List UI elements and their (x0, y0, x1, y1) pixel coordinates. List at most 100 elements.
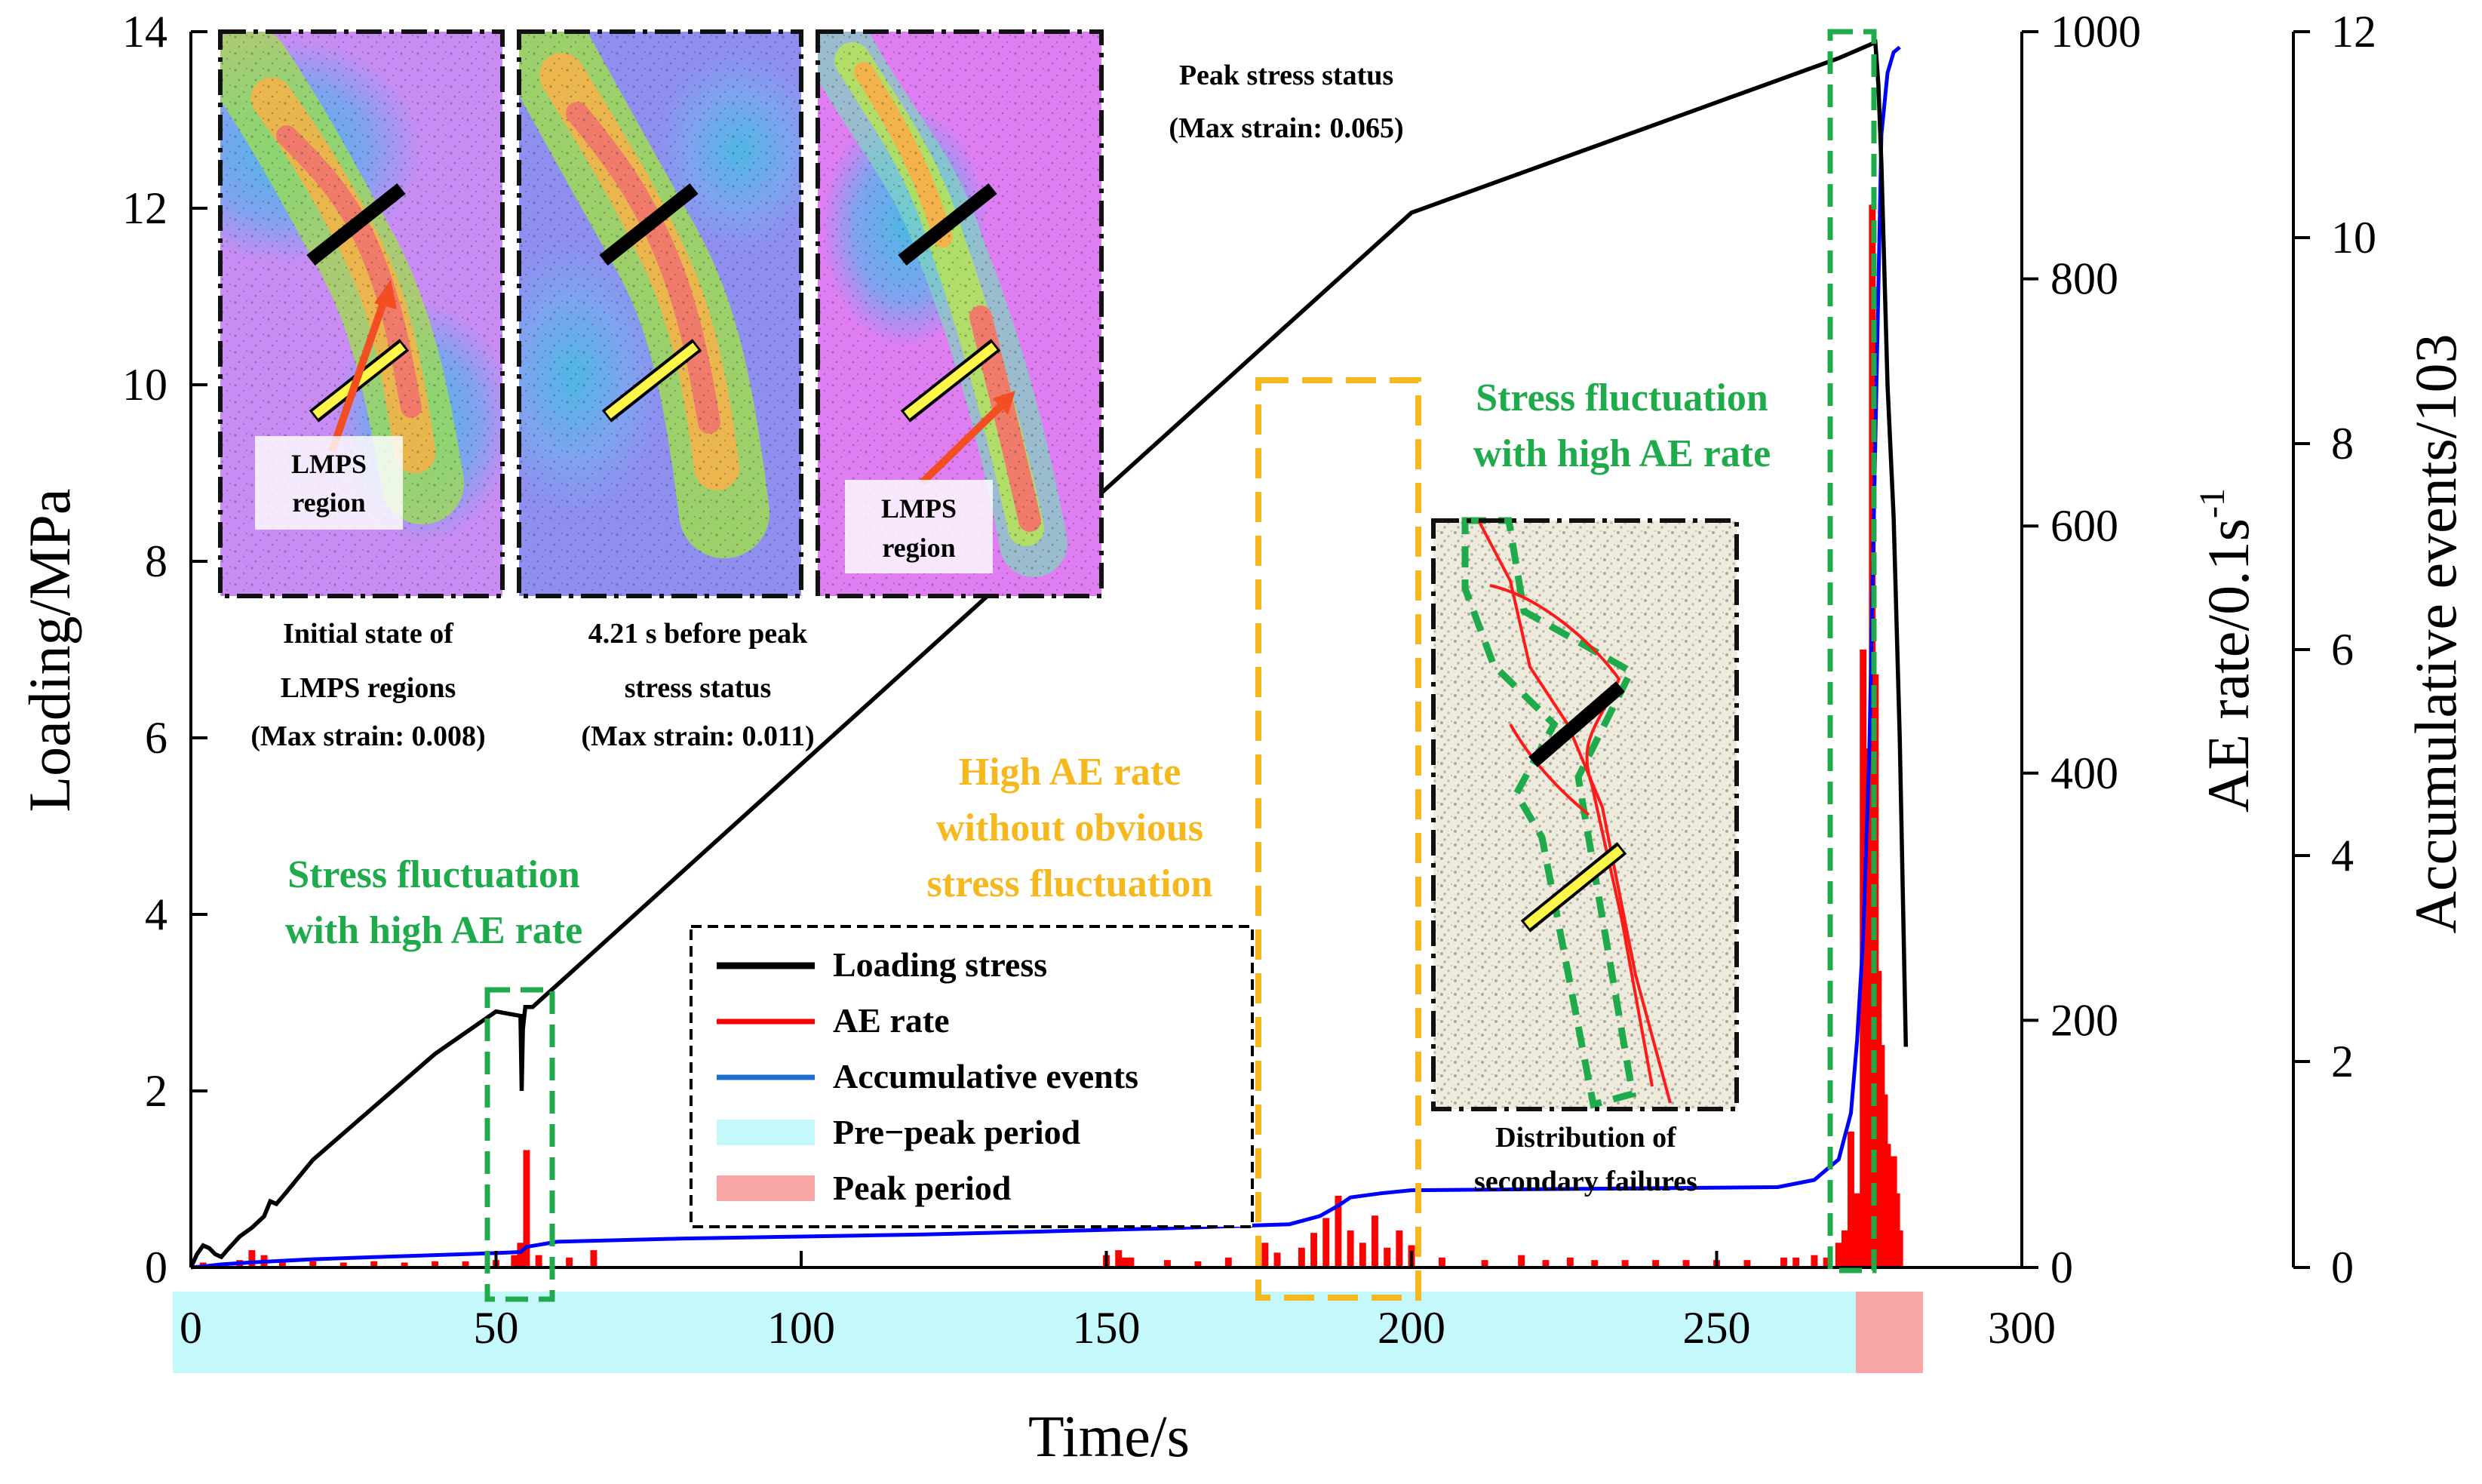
annotation-middle-line3: stress fluctuation (927, 862, 1213, 905)
ae-bar (517, 1243, 524, 1267)
y-right2-tick-label: 0 (2331, 1243, 2354, 1292)
ae-bar (1194, 1261, 1202, 1267)
axis-tick-labels: 0 50 100 150 200 250 3000246810121402004006008… (122, 7, 2376, 1353)
highlight-box-left (484, 987, 555, 1302)
legend-swatch-peak (717, 1175, 815, 1201)
y-left-axis-title: Loading/MPa (17, 489, 82, 813)
y-right2-tick-label: 12 (2331, 7, 2376, 57)
annotation-left-line2: with high AE rate (285, 909, 582, 952)
ae-bar (248, 1250, 256, 1267)
ae-bar (1121, 1257, 1129, 1267)
y-right2-tick-label: 2 (2331, 1037, 2354, 1086)
x-tick-label: 50 (474, 1303, 519, 1353)
ae-bar (1621, 1260, 1629, 1267)
ae-bar (1335, 1195, 1342, 1267)
arrow-1 (328, 293, 390, 453)
ae-bar (309, 1261, 317, 1267)
inset-border-3 (816, 29, 1104, 598)
black-marker-3 (898, 183, 997, 266)
legend-label-loading: Loading stress (833, 945, 1047, 984)
y-left-tick-label: 14 (122, 7, 167, 57)
x-tick-label: 0 (180, 1303, 202, 1353)
legend-label-ae: AE rate (833, 1001, 950, 1040)
inset-border-1 (218, 29, 505, 598)
ae-bar (1652, 1260, 1660, 1267)
ae-bar (1848, 1131, 1854, 1267)
inset2-caption-line1: 4.21 s before peak (588, 618, 808, 650)
x-tick-label: 200 (1378, 1303, 1445, 1353)
y-right2-tick-label: 4 (2331, 831, 2354, 880)
ae-bar (1811, 1255, 1818, 1267)
arrow-1-head (374, 279, 397, 309)
y-right1-tick-label: 800 (2050, 254, 2118, 304)
legend-label-accum: Accumulative events (833, 1057, 1138, 1095)
x-tick-label: 300 (1988, 1303, 2056, 1353)
ae-bar (523, 1150, 530, 1267)
annotation-left-line1: Stress fluctuation (287, 853, 580, 896)
y-left-tick-label: 10 (122, 360, 167, 410)
ae-bar (1823, 1257, 1830, 1267)
y-left-tick-label: 8 (145, 536, 167, 586)
ae-bar (566, 1257, 573, 1267)
inset1-caption-line1: Initial state of (283, 618, 454, 650)
ae-bar (1518, 1255, 1525, 1267)
y-right1-tick-label: 1000 (2050, 7, 2141, 57)
ae-bar (1298, 1247, 1305, 1267)
y-left-tick-label: 6 (145, 713, 167, 763)
inset4-caption-line2: secondary failures (1474, 1166, 1697, 1197)
inset4-caption-line1: Distribution of (1495, 1122, 1677, 1154)
y-right2-tick-label: 10 (2331, 213, 2376, 263)
ae-bar (432, 1261, 439, 1267)
lmps-label-3-line1: LMPS (881, 493, 957, 524)
ae-bar (1792, 1257, 1800, 1267)
ae-bar (590, 1250, 597, 1267)
x-tick-label: 100 (767, 1303, 835, 1353)
inset-secondary-failures (1433, 517, 1737, 1109)
annotation-middle-line2: without obvious (936, 807, 1203, 850)
lmps-label-3-line2: region (882, 533, 955, 563)
peak-status-line2: (Max strain: 0.065) (1169, 112, 1403, 144)
inset-border-4 (1431, 518, 1739, 1111)
ae-bar (1396, 1230, 1403, 1267)
lmps-label-box-3 (845, 480, 993, 573)
ae-bar (535, 1255, 542, 1267)
y-right1-tick-label: 200 (2050, 995, 2118, 1045)
ae-bar (1224, 1257, 1232, 1267)
ae-bar (401, 1262, 408, 1267)
ae-bar (1310, 1233, 1318, 1267)
yellow-marker-2-fill (605, 343, 699, 419)
ae-bar (1854, 1193, 1861, 1267)
inset2-caption-line2: stress status (625, 672, 772, 704)
legend-label-peak: Peak period (833, 1169, 1012, 1207)
ae-bar (339, 1262, 347, 1267)
ae-bar (1682, 1260, 1690, 1267)
inset-border-2 (517, 29, 803, 598)
ae-bar (1835, 1243, 1842, 1267)
arrow-3-head (993, 391, 1015, 415)
ae-bar (1347, 1230, 1354, 1267)
y-right1-axis-title: AE rate/0.1s-1 (2192, 488, 2261, 813)
y-right1-tick-label: 600 (2050, 501, 2118, 551)
accumulative-events-line (190, 45, 1901, 1270)
arrow-3 (919, 401, 1006, 486)
x-axis-title: Time/s (1028, 1403, 1190, 1469)
y-right1-title-text: AE rate/0.1s (2195, 518, 2261, 813)
y-right2-tick-label: 6 (2331, 625, 2354, 674)
ae-bar (1896, 1230, 1903, 1267)
y-right1-title-sup: -1 (2192, 488, 2232, 518)
y-left-tick-label: 12 (122, 183, 167, 233)
black-marker-2 (599, 183, 699, 266)
period-bands (172, 1292, 1923, 1373)
inset-strain-field-before-peak (519, 32, 801, 596)
ae-bar (1780, 1257, 1787, 1267)
ae-bar (1566, 1257, 1574, 1267)
inset1-caption-line3: (Max strain: 0.008) (250, 720, 485, 752)
x-tick-label: 150 (1073, 1303, 1141, 1353)
axis-ticks (189, 30, 2310, 1269)
lmps-label-box-1 (255, 436, 403, 530)
y-right2-axis-title: Accumulative events/103 (2403, 334, 2468, 934)
y-left-tick-label: 0 (145, 1243, 167, 1292)
ae-bar (1261, 1243, 1269, 1267)
peak-status-line1: Peak stress status (1179, 60, 1393, 91)
